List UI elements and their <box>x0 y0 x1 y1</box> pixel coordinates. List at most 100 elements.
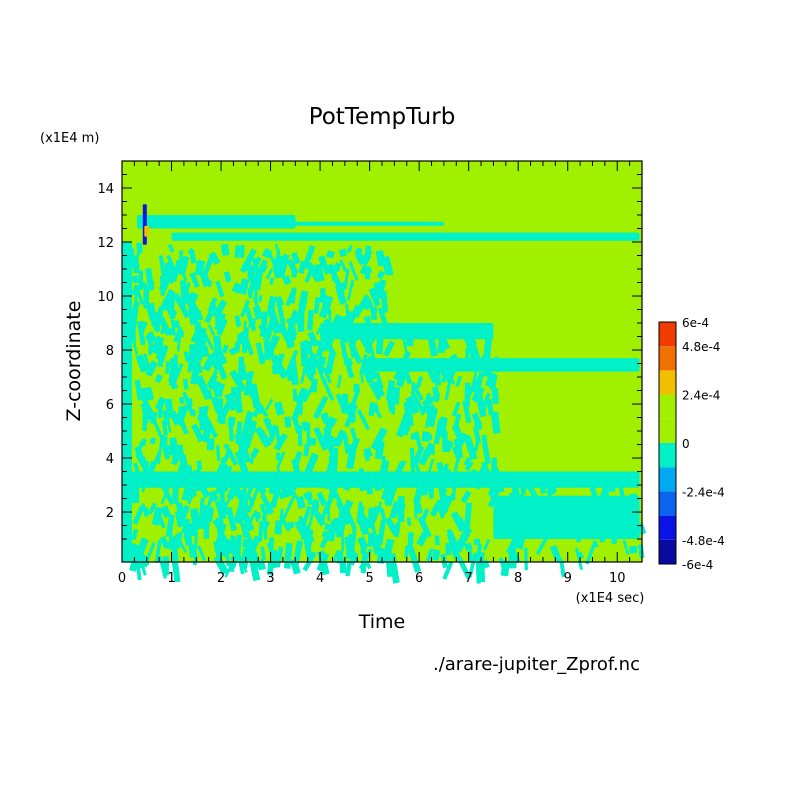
contour-patch <box>145 360 158 377</box>
contour-patch <box>254 426 269 445</box>
contour-patch <box>243 370 255 396</box>
contour-patch <box>323 367 332 384</box>
contour-patch <box>258 487 272 512</box>
contour-patch <box>619 495 632 513</box>
contour-patch <box>490 411 501 434</box>
y-tick-label: 6 <box>106 398 114 413</box>
contour-patch <box>356 409 371 431</box>
contour-patch <box>153 320 161 333</box>
contour-patch <box>308 362 314 378</box>
contour-patch <box>215 358 228 380</box>
contour-patch <box>319 530 332 549</box>
contour-patch <box>463 337 473 355</box>
contour-band <box>171 232 640 241</box>
contour-patch <box>216 445 221 461</box>
contour-patch <box>242 538 248 548</box>
contour-patch <box>379 507 387 522</box>
contour-patch <box>438 366 446 379</box>
contour-patch <box>418 442 436 466</box>
contour-patch <box>549 544 562 563</box>
contour-patch <box>401 335 408 352</box>
contour-patch <box>276 451 286 469</box>
contour-patch <box>274 520 283 535</box>
contour-patch <box>159 482 175 506</box>
contour-patch <box>341 528 344 552</box>
contour-patch <box>559 559 566 578</box>
contour-patch <box>149 437 157 445</box>
colorbar-swatch <box>659 515 676 540</box>
contour-patch <box>194 259 206 276</box>
contour-patch <box>360 552 368 574</box>
contour-patch <box>127 433 133 448</box>
contour-patch <box>480 401 488 412</box>
contour-patch <box>482 336 493 361</box>
contour-patch <box>273 432 288 452</box>
contour-patch <box>193 469 202 488</box>
contour-patch <box>190 328 202 344</box>
contour-band <box>245 221 444 226</box>
contour-patch <box>291 458 303 485</box>
contour-patch <box>248 420 257 433</box>
contour-patch <box>226 465 233 482</box>
contour-patch <box>409 447 416 474</box>
contour-patch <box>187 397 193 407</box>
contour-patch <box>436 500 445 519</box>
contour-patch <box>128 317 137 342</box>
contour-patch <box>478 560 486 583</box>
contour-patch <box>447 469 455 488</box>
contour-spot <box>142 204 147 245</box>
contour-patch <box>306 262 321 283</box>
contour-patch <box>427 334 438 357</box>
contour-patch <box>206 438 215 451</box>
contour-patch <box>173 320 180 328</box>
contour-patch <box>428 458 435 473</box>
contour-patch <box>405 395 421 415</box>
contour-patch <box>329 490 337 499</box>
contour-patch <box>247 272 254 281</box>
contour-patch <box>147 340 154 355</box>
contour-patch <box>144 542 156 564</box>
contour-patch <box>320 411 331 424</box>
contour-patch <box>198 335 208 356</box>
contour-patch <box>445 542 452 556</box>
contour-patch <box>327 520 338 542</box>
contour-patch <box>146 271 155 286</box>
contour-patch <box>338 248 348 258</box>
contour-patch <box>294 519 309 539</box>
contour-patch <box>223 443 239 466</box>
contour-patch <box>433 419 444 445</box>
contour-patch <box>136 242 143 254</box>
contour-patch <box>498 557 506 571</box>
contour-patch <box>466 375 481 399</box>
contour-patch <box>339 316 346 335</box>
contour-patch <box>549 484 558 494</box>
contour-patch <box>348 459 354 469</box>
x-tick-label: 1 <box>167 571 175 586</box>
contour-patch <box>241 362 247 380</box>
contour-patch <box>169 410 181 426</box>
contour-patch <box>618 482 625 499</box>
contour-patch <box>152 345 158 352</box>
contour-patch <box>410 390 426 415</box>
x-tick-label: 5 <box>365 571 373 586</box>
contour-patch <box>289 558 301 575</box>
contour-patch <box>473 538 481 546</box>
contour-patch <box>132 505 145 525</box>
contour-patch <box>178 454 190 478</box>
contour-patch <box>137 321 146 346</box>
contour-patch <box>638 544 645 559</box>
contour-patch <box>214 523 227 549</box>
x-tick-label: 10 <box>609 571 626 586</box>
contour-patch <box>585 540 597 565</box>
contour-patch <box>348 261 359 281</box>
contour-patch <box>452 485 456 501</box>
contour-patch <box>363 315 376 340</box>
colorbar-swatch <box>659 443 676 468</box>
contour-patch <box>343 499 354 511</box>
contour-patch <box>132 537 149 564</box>
contour-patch <box>593 540 599 548</box>
contour-patch <box>263 340 271 359</box>
contour-patch <box>275 295 285 307</box>
colorbar-swatch <box>659 322 676 347</box>
contour-patch <box>481 461 493 484</box>
